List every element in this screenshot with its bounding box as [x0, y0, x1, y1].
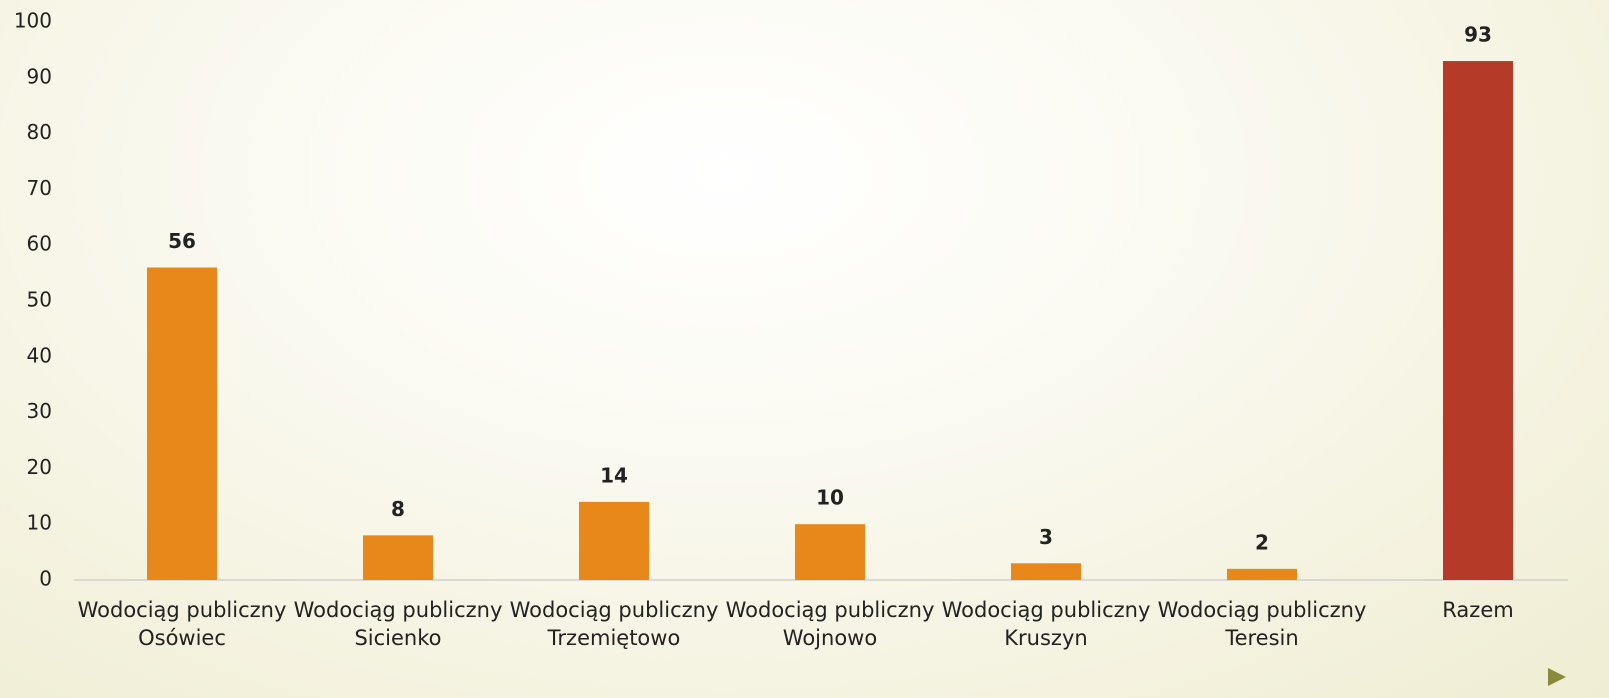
bar — [795, 524, 865, 580]
y-tick-label: 40 — [27, 343, 52, 367]
x-tick-label: Wodociąg publiczny Sicienko — [293, 598, 503, 650]
value-label: 56 — [168, 229, 196, 253]
x-tick-label: Wodociąg publiczny Osówiec — [77, 598, 287, 650]
x-tick-label: Wodociąg publiczny Kruszyn — [941, 598, 1151, 650]
y-tick-label: 80 — [27, 120, 52, 144]
y-tick-label: 0 — [39, 567, 52, 591]
y-tick-label: 30 — [27, 399, 52, 423]
bar — [579, 501, 649, 580]
y-tick-label: 70 — [27, 176, 52, 200]
x-tick-label: Wodociąg publiczny Trzemiętowo — [509, 598, 719, 650]
value-label: 2 — [1255, 530, 1269, 554]
bar — [1443, 61, 1513, 581]
x-tick-label: Wodociąg publiczny Teresin — [1157, 598, 1367, 650]
y-tick-label: 60 — [27, 232, 52, 256]
value-label: 93 — [1464, 23, 1492, 47]
value-label: 3 — [1039, 525, 1053, 549]
value-label: 8 — [391, 497, 405, 521]
value-label: 14 — [600, 463, 628, 487]
x-tick-label: Razem — [1442, 598, 1514, 622]
bar — [147, 267, 217, 580]
bar — [1227, 568, 1297, 580]
y-tick-label: 100 — [14, 9, 52, 33]
theme-marker — [1548, 668, 1566, 686]
y-tick-label: 90 — [27, 64, 52, 88]
y-tick-label: 10 — [27, 511, 52, 535]
y-tick-label: 20 — [27, 455, 52, 479]
y-tick-label: 50 — [27, 288, 52, 312]
x-tick-label: Wodociąg publiczny Wojnowo — [725, 598, 935, 650]
bar — [1011, 563, 1081, 580]
value-label: 10 — [816, 486, 844, 510]
bar — [363, 535, 433, 580]
